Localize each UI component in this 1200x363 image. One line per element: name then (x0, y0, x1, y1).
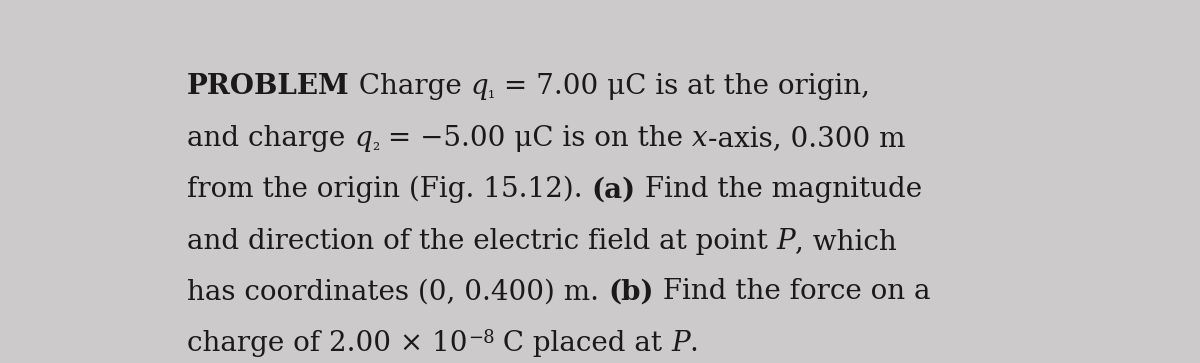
Text: = 7.00 μC is at the origin,: = 7.00 μC is at the origin, (496, 73, 870, 100)
Text: P: P (671, 330, 690, 357)
Text: (a): (a) (592, 176, 636, 203)
Text: q: q (354, 125, 372, 152)
Text: Find the magnitude: Find the magnitude (636, 176, 922, 203)
Text: (b): (b) (608, 278, 654, 305)
Text: Find the force on a: Find the force on a (654, 278, 930, 305)
Text: and charge: and charge (187, 125, 354, 152)
Text: = −5.00 μC is on the: = −5.00 μC is on the (379, 125, 692, 152)
Text: .: . (690, 330, 698, 357)
Text: charge of 2.00 × 10: charge of 2.00 × 10 (187, 330, 468, 357)
Text: PROBLEM: PROBLEM (187, 73, 350, 100)
Text: and direction of the electric field at point: and direction of the electric field at p… (187, 228, 776, 255)
Text: C placed at: C placed at (494, 330, 671, 357)
Text: from the origin (Fig. 15.12).: from the origin (Fig. 15.12). (187, 176, 592, 203)
Text: , which: , which (796, 228, 898, 255)
Text: -axis, 0.300 m: -axis, 0.300 m (708, 125, 905, 152)
Text: ₂: ₂ (372, 136, 379, 154)
Text: x: x (692, 125, 708, 152)
Text: q: q (470, 73, 488, 100)
Text: −8: −8 (468, 329, 494, 347)
Text: Charge: Charge (350, 73, 470, 100)
Text: P: P (776, 228, 796, 255)
Text: has coordinates (0, 0.400) m.: has coordinates (0, 0.400) m. (187, 278, 608, 305)
Text: ₁: ₁ (488, 84, 496, 102)
